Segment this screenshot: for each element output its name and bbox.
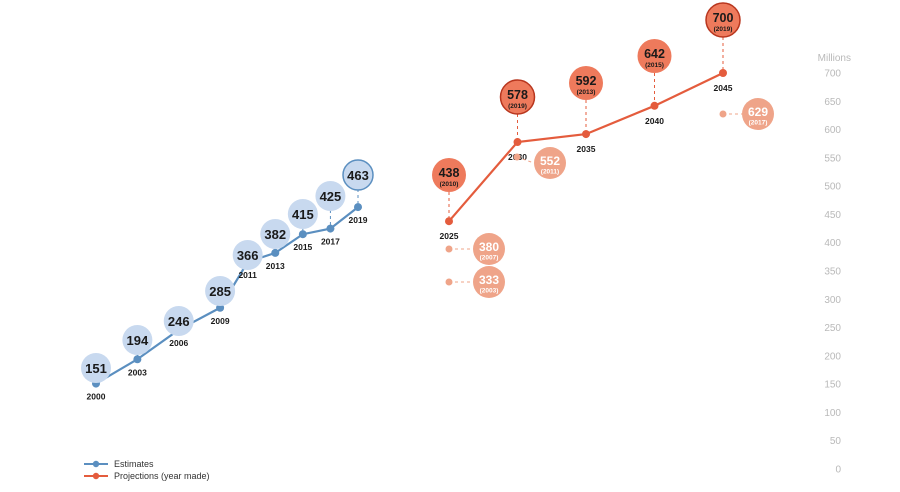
older-projection-bubble bbox=[534, 147, 566, 179]
y-tick-label: 350 bbox=[824, 267, 841, 278]
projection-year-label: 2025 bbox=[440, 231, 459, 241]
estimate-year-label: 2019 bbox=[349, 215, 368, 225]
projection-year-label: 2045 bbox=[714, 83, 733, 93]
legend-swatch-dot bbox=[92, 472, 100, 480]
estimate-value-bubble bbox=[315, 181, 346, 211]
estimate-value-label: 463 bbox=[347, 168, 369, 183]
estimate-value-label: 194 bbox=[127, 333, 149, 348]
estimate-point bbox=[354, 203, 362, 212]
estimate-year-label: 2013 bbox=[266, 261, 285, 271]
projection-year-label: 2035 bbox=[577, 144, 596, 154]
older-projection-point bbox=[445, 278, 453, 286]
y-tick-label: 650 bbox=[824, 97, 841, 108]
older-projection-year-made-label: (2017) bbox=[749, 120, 768, 127]
y-tick-label: 150 bbox=[824, 380, 841, 391]
estimate-point bbox=[271, 248, 280, 257]
legend-swatch-dot bbox=[92, 460, 100, 468]
estimate-year-label: 2000 bbox=[87, 392, 106, 402]
estimate-year-label: 2011 bbox=[238, 270, 257, 280]
projection-value-bubble bbox=[637, 39, 672, 73]
estimate-point bbox=[326, 224, 335, 233]
older-projection-point bbox=[513, 153, 521, 161]
y-tick-label: 700 bbox=[824, 69, 841, 80]
legend-label: Projections (year made) bbox=[114, 471, 210, 481]
projection-year-made-label: (2019) bbox=[508, 103, 527, 110]
projection-value-bubble bbox=[569, 66, 603, 100]
estimate-value-bubble bbox=[287, 199, 318, 229]
estimate-year-label: 2009 bbox=[211, 316, 230, 326]
estimate-value-label: 246 bbox=[168, 314, 190, 329]
older-projection-value-label: 629 bbox=[748, 105, 768, 119]
projection-value-bubble bbox=[705, 2, 741, 38]
estimate-value-label: 151 bbox=[85, 361, 107, 376]
y-tick-label: 50 bbox=[830, 436, 842, 447]
projection-value-bubble bbox=[432, 158, 466, 192]
estimate-value-bubble bbox=[260, 219, 291, 249]
estimate-value-bubble bbox=[122, 325, 153, 355]
estimate-value-label: 425 bbox=[320, 189, 342, 204]
projection-year-made-label: (2019) bbox=[714, 26, 733, 33]
y-tick-label: 0 bbox=[835, 465, 841, 476]
older-projection-value-label: 552 bbox=[540, 154, 560, 168]
projection-point bbox=[582, 130, 590, 139]
estimate-value-bubble bbox=[81, 353, 111, 383]
estimate-value-label: 415 bbox=[292, 207, 314, 222]
y-tick-label: 100 bbox=[824, 408, 841, 419]
estimate-point bbox=[298, 230, 307, 239]
projection-year-made-label: (2013) bbox=[577, 89, 596, 96]
older-projection-year-made-label: (2003) bbox=[480, 288, 499, 295]
estimate-value-bubble bbox=[205, 276, 236, 306]
estimate-value-bubble bbox=[342, 159, 374, 191]
older-projection-value-label: 380 bbox=[479, 240, 499, 254]
y-tick-label: 400 bbox=[824, 238, 841, 249]
projection-value-label: 700 bbox=[713, 11, 734, 25]
projection-year-made-label: (2010) bbox=[440, 181, 459, 188]
estimate-point bbox=[133, 355, 142, 364]
y-tick-label: 600 bbox=[824, 125, 841, 136]
projection-value-label: 438 bbox=[439, 166, 460, 180]
projection-point bbox=[650, 101, 659, 110]
estimate-value-label: 285 bbox=[209, 284, 231, 299]
projection-point bbox=[719, 69, 727, 77]
y-tick-label: 450 bbox=[824, 210, 841, 221]
projection-point bbox=[513, 138, 522, 147]
y-tick-label: 500 bbox=[824, 182, 841, 193]
estimate-year-label: 2006 bbox=[169, 338, 188, 348]
estimate-value-bubble bbox=[232, 240, 263, 270]
projection-value-bubble bbox=[499, 79, 536, 115]
older-projection-bubble bbox=[742, 98, 774, 130]
older-projection-bubble bbox=[473, 233, 505, 265]
projection-year-label: 2040 bbox=[645, 116, 664, 126]
estimate-value-label: 382 bbox=[264, 227, 286, 242]
estimate-value-bubble bbox=[163, 306, 194, 336]
older-projection-year-made-label: (2007) bbox=[480, 255, 499, 262]
older-projection-value-label: 333 bbox=[479, 273, 499, 287]
older-projection-point bbox=[719, 110, 727, 118]
older-projection-year-made-label: (2011) bbox=[541, 169, 559, 176]
projection-point bbox=[445, 217, 453, 226]
older-projection-bubble bbox=[473, 266, 505, 298]
estimate-year-label: 2015 bbox=[293, 242, 312, 252]
older-projection-point bbox=[445, 245, 453, 253]
projection-value-label: 642 bbox=[644, 47, 665, 61]
estimate-year-label: 2003 bbox=[128, 367, 147, 377]
y-tick-label: 550 bbox=[824, 153, 841, 164]
y-tick-label: 250 bbox=[824, 323, 841, 334]
estimate-year-label: 2017 bbox=[321, 237, 340, 247]
estimate-value-label: 366 bbox=[237, 248, 259, 263]
projection-year-made-label: (2015) bbox=[645, 62, 664, 69]
projection-value-label: 578 bbox=[507, 88, 528, 102]
y-tick-label: 200 bbox=[824, 351, 841, 362]
axis-unit-label: Millions bbox=[818, 53, 851, 64]
legend-label: Estimates bbox=[114, 459, 154, 469]
y-tick-label: 300 bbox=[824, 295, 841, 306]
projection-value-label: 592 bbox=[576, 74, 597, 88]
